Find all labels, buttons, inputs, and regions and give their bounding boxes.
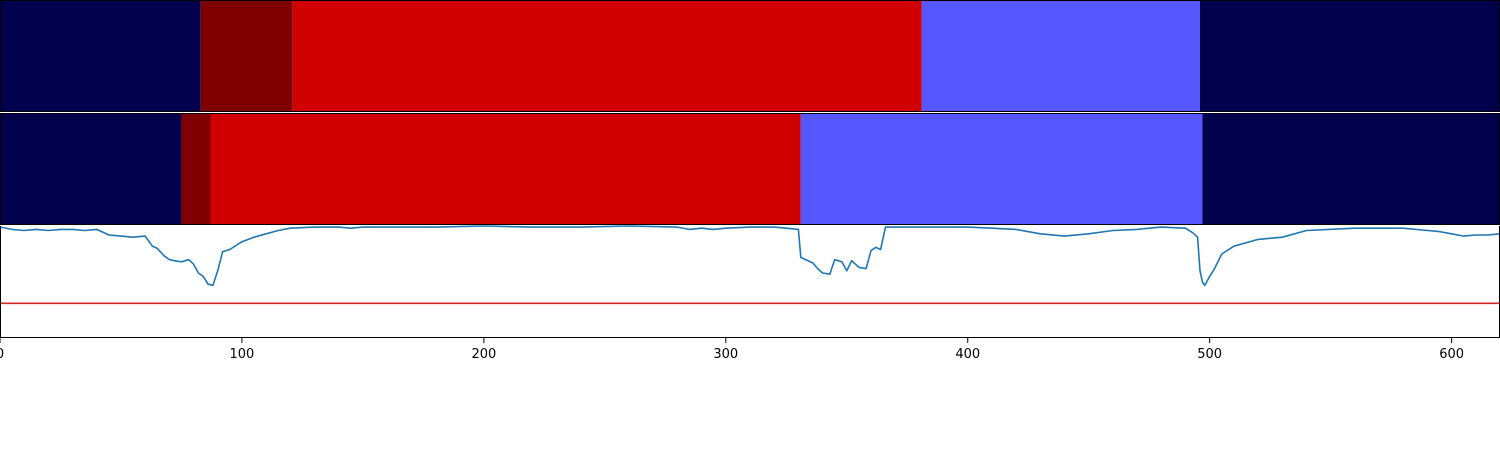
middle-segment-4 bbox=[1202, 113, 1500, 225]
x-tick-label: 100 bbox=[230, 347, 255, 362]
x-tick-label: 600 bbox=[1439, 347, 1464, 362]
bottom-line-panel bbox=[0, 225, 1500, 338]
x-tick-label: 200 bbox=[471, 347, 496, 362]
top-segment-3 bbox=[921, 0, 1200, 112]
x-axis: 0 100 200 300 400 500 600 bbox=[0, 338, 1464, 362]
top-segment-0 bbox=[0, 0, 201, 112]
x-tick-label: 300 bbox=[713, 347, 738, 362]
middle-segment-1 bbox=[181, 113, 211, 225]
series-line bbox=[0, 225, 1500, 287]
top-segment-1 bbox=[200, 0, 293, 112]
x-tick-label: 400 bbox=[955, 347, 980, 362]
x-tick-label: 500 bbox=[1197, 347, 1222, 362]
bottom-panel-frame bbox=[0, 226, 1500, 338]
middle-segment-2 bbox=[210, 113, 801, 225]
x-tick-label: 0 bbox=[0, 347, 4, 362]
middle-segment-3 bbox=[800, 113, 1203, 225]
top-segment-4 bbox=[1200, 0, 1500, 112]
top-segment-2 bbox=[292, 0, 922, 112]
middle-segment-0 bbox=[0, 113, 182, 225]
top-segment-panel bbox=[0, 0, 1500, 112]
middle-segment-panel bbox=[0, 113, 1500, 225]
